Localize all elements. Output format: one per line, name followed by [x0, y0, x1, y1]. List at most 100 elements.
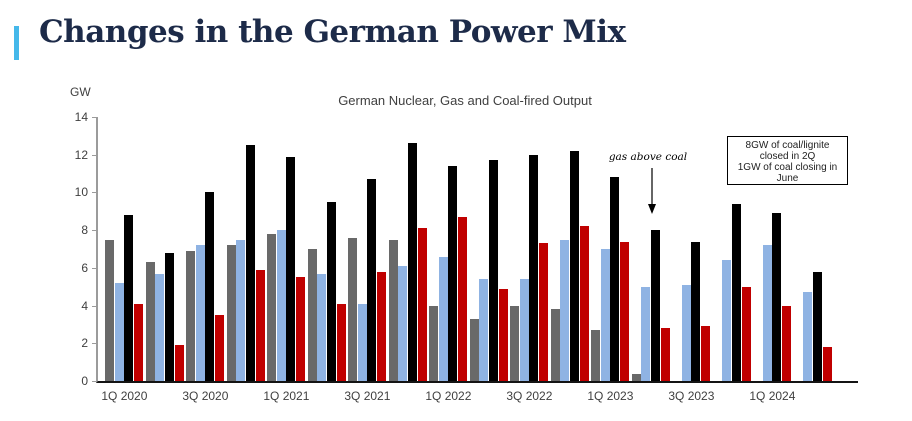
bar-gas: [114, 282, 124, 381]
bar-lignite: [650, 230, 660, 381]
x-axis-tick-label: 1Q 2021: [263, 389, 310, 403]
bar-lignite: [164, 252, 174, 381]
bar-coal: [296, 277, 306, 381]
bar-coal: [539, 243, 549, 381]
x-axis-tick-label: 3Q 2022: [506, 389, 553, 403]
y-axis-tick-mark: [92, 381, 96, 382]
x-axis-tick-label: 1Q 2022: [425, 389, 472, 403]
down-arrow-icon: [648, 168, 656, 214]
bar-nuclear: [105, 239, 114, 381]
bar-coal: [701, 326, 711, 381]
bar-coal: [620, 241, 630, 381]
bar-nuclear: [469, 318, 479, 381]
y-axis-tick-mark: [92, 117, 96, 118]
y-axis-tick-mark: [92, 305, 96, 307]
bar-gas: [155, 273, 165, 381]
callout-line: June: [776, 173, 799, 184]
bar-gas: [276, 230, 286, 381]
bar-nuclear: [550, 309, 560, 381]
bar-nuclear: [631, 373, 641, 381]
annotation-callout-box: 8GW of coal/lignite closed in 2Q 1GW of …: [727, 136, 848, 185]
bar-gas: [236, 239, 246, 381]
y-axis-tick-label: 10: [74, 185, 88, 200]
bar-lignite: [488, 160, 498, 381]
bar-coal: [215, 315, 225, 381]
y-axis-tick-label: 8: [81, 223, 88, 238]
bar-gas: [600, 249, 610, 381]
bar-lignite: [569, 150, 579, 381]
y-axis-tick-label: 4: [81, 298, 88, 313]
bar-nuclear: [186, 250, 195, 381]
bar-coal: [417, 228, 427, 381]
y-axis-tick-label: 6: [81, 260, 88, 275]
x-axis-tick-label: 3Q 2021: [344, 389, 391, 403]
annotation-gas-above-coal: gas above coal: [608, 151, 688, 163]
bar-lignite: [812, 271, 822, 381]
y-axis-tick-mark: [92, 230, 96, 232]
bar-coal: [255, 269, 265, 381]
x-axis-tick-label: 1Q 2024: [749, 389, 796, 403]
bar-lignite: [326, 201, 336, 381]
title-accent-bar: [14, 26, 19, 60]
bar-lignite: [448, 166, 458, 381]
bar-lignite: [529, 154, 539, 381]
bar-nuclear: [510, 305, 519, 381]
plot-area: [96, 117, 858, 383]
bar-gas: [681, 284, 691, 381]
x-axis-tick-label: 3Q 2023: [668, 389, 715, 403]
y-axis-tick-label: 0: [81, 374, 88, 388]
bar-nuclear: [267, 233, 276, 381]
bar-coal: [174, 345, 184, 381]
bar-gas: [357, 303, 367, 381]
bar-lignite: [205, 192, 215, 381]
callout-line: 8GW of coal/lignite: [745, 140, 830, 151]
bar-lignite: [245, 145, 255, 381]
page-title: Changes in the German Power Mix: [39, 14, 626, 50]
bar-nuclear: [388, 239, 398, 381]
bar-coal: [377, 271, 387, 381]
y-axis-tick-mark: [92, 154, 96, 156]
y-axis-tick-mark: [92, 192, 96, 194]
bar-gas: [722, 260, 732, 381]
bar-lignite: [286, 156, 296, 381]
y-axis-tick-label: 14: [74, 110, 88, 124]
bar-gas: [317, 273, 327, 381]
bar-nuclear: [145, 262, 155, 381]
bar-coal: [498, 288, 508, 381]
bar-lignite: [124, 215, 134, 381]
x-axis-tick-label: 1Q 2020: [101, 389, 148, 403]
bar-gas: [641, 286, 651, 381]
bar-gas: [803, 292, 813, 381]
callout-line: 1GW of coal closing in: [737, 162, 838, 173]
bar-nuclear: [226, 245, 236, 381]
callout-line: closed in 2Q: [759, 151, 816, 162]
bar-nuclear: [429, 305, 438, 381]
y-axis-unit-label: GW: [70, 85, 91, 99]
bar-lignite: [367, 179, 377, 381]
bar-coal: [134, 303, 144, 381]
y-axis-tick-label: 2: [81, 336, 88, 351]
y-axis-tick-label: 12: [74, 147, 88, 162]
bar-coal: [660, 328, 670, 381]
bar-coal: [579, 226, 589, 381]
y-axis-tick-mark: [92, 267, 96, 269]
bar-lignite: [772, 213, 782, 381]
bar-gas: [479, 279, 489, 381]
x-axis-tick-label: 3Q 2020: [182, 389, 229, 403]
bar-lignite: [407, 143, 417, 381]
bar-lignite: [610, 177, 620, 381]
bar-lignite: [731, 203, 741, 381]
y-axis-tick-mark: [92, 343, 96, 345]
bar-gas: [762, 245, 772, 381]
bar-gas: [195, 245, 205, 381]
x-axis-tick-label: 1Q 2023: [587, 389, 634, 403]
bar-gas: [560, 239, 570, 381]
bar-nuclear: [348, 237, 357, 381]
bar-gas: [519, 279, 529, 381]
bar-coal: [336, 303, 346, 381]
bar-gas: [438, 256, 448, 381]
bar-coal: [782, 305, 792, 381]
bar-nuclear: [591, 330, 600, 381]
chart-title: German Nuclear, Gas and Coal-fired Outpu…: [338, 93, 592, 108]
